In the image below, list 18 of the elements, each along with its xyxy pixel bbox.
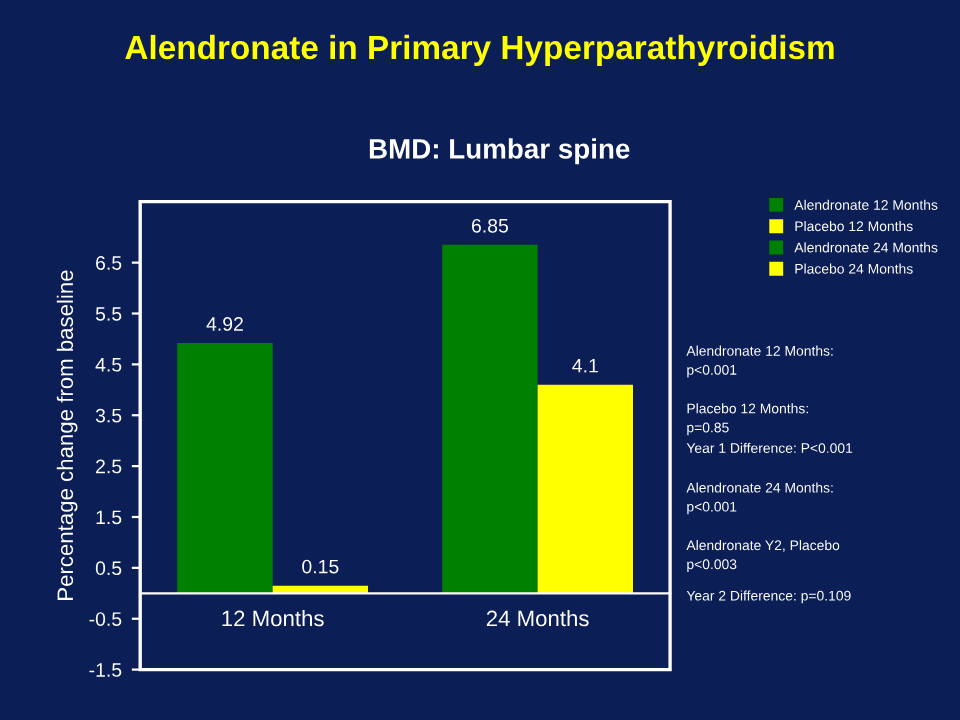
data-label: 4.1	[572, 358, 598, 373]
y-tick-label: 0.5	[95, 561, 122, 576]
y-tick-label: 1.5	[96, 510, 122, 525]
y-tick-label: -0.5	[89, 612, 122, 626]
data-label: 6.85	[471, 218, 509, 233]
x-tick-label: 24 Months	[486, 609, 589, 627]
y-tick-label: 2.5	[96, 459, 122, 474]
data-label: 4.92	[206, 317, 243, 331]
y-axis-title: Percentage change from baseline	[56, 270, 78, 600]
y-tick-label: 5.5	[95, 307, 122, 321]
y-tick-label: 4.5	[95, 358, 122, 372]
y-tick-label: 6.5	[96, 256, 122, 270]
y-tick-label: -1.5	[89, 663, 122, 677]
x-tick-label: 12 Months	[222, 609, 324, 627]
chart-subtitle: BMD: Lumbar spine	[369, 138, 630, 165]
y-tick-label: 3.5	[95, 408, 122, 423]
chart-title: Alendronate in Primary Hyperparathyroidism	[125, 34, 834, 66]
data-label: 0.15	[302, 559, 339, 574]
